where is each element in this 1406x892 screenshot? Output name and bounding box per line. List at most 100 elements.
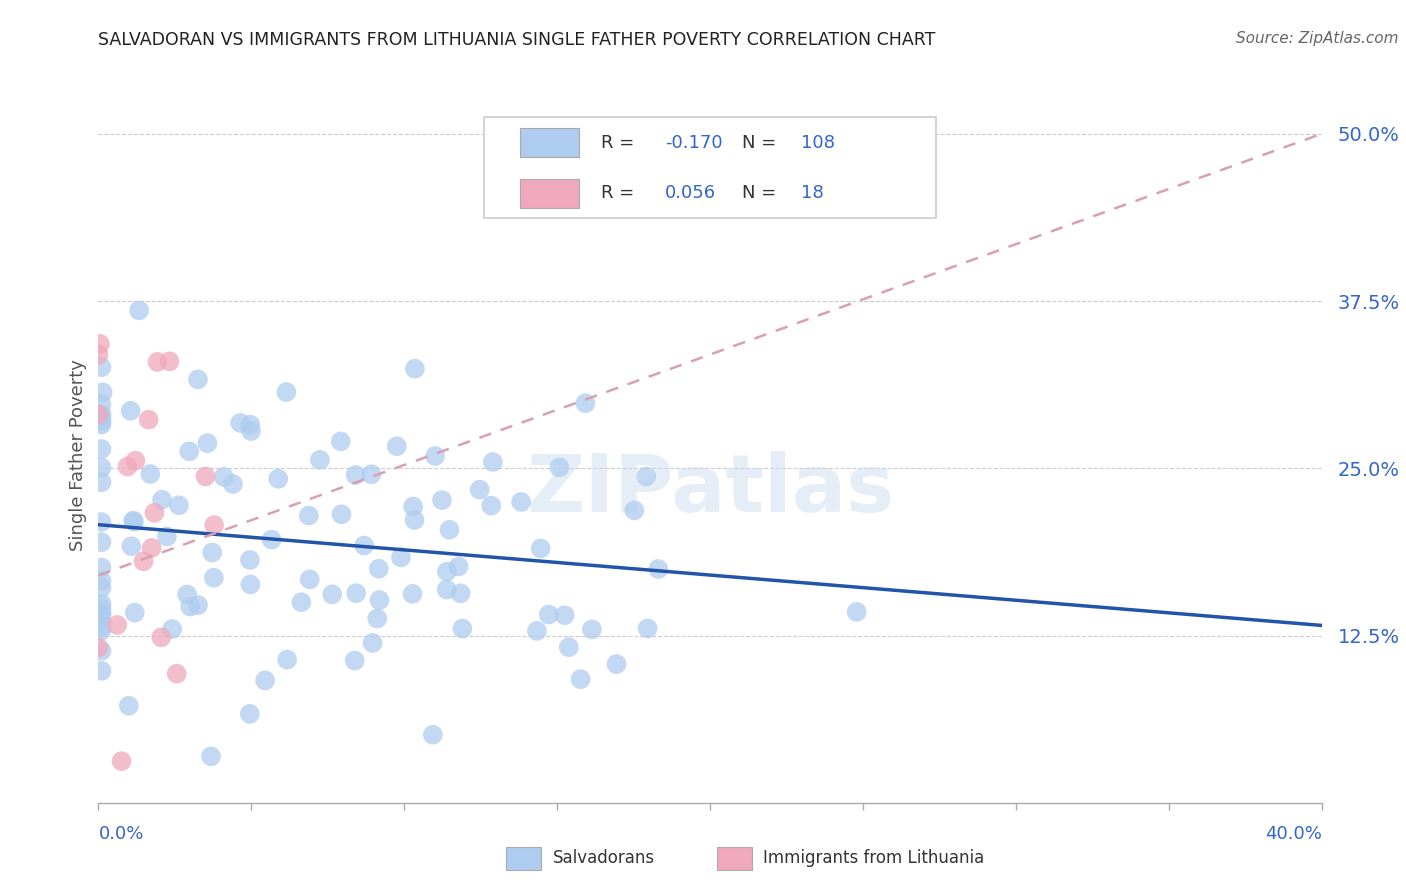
Point [436, 565, 458, 579]
Point [260, 533, 283, 547]
Point [343, 654, 366, 668]
Point [366, 611, 388, 625]
Point [647, 562, 669, 576]
Point [90, 574, 112, 588]
Point [222, 477, 245, 491]
Point [321, 587, 343, 601]
Point [298, 508, 321, 523]
Point [167, 498, 190, 512]
Point [569, 672, 592, 686]
Point [118, 698, 141, 713]
Point [90, 515, 112, 529]
Point [530, 541, 553, 556]
FancyBboxPatch shape [520, 128, 579, 157]
Text: Salvadorans: Salvadorans [553, 849, 655, 867]
Point [150, 630, 173, 644]
Point [548, 460, 571, 475]
Text: SALVADORAN VS IMMIGRANTS FROM LITHUANIA SINGLE FATHER POVERTY CORRELATION CHART: SALVADORAN VS IMMIGRANTS FROM LITHUANIA … [98, 31, 936, 49]
Point [404, 513, 426, 527]
Point [450, 586, 472, 600]
Point [353, 539, 375, 553]
Point [87, 347, 110, 361]
Point [451, 622, 474, 636]
Text: Source: ZipAtlas.com: Source: ZipAtlas.com [1236, 31, 1399, 46]
Point [132, 554, 155, 568]
Point [90, 613, 112, 627]
Point [90, 607, 112, 622]
Point [120, 403, 142, 417]
Point [239, 577, 262, 591]
Point [90, 407, 112, 421]
Point [637, 621, 659, 635]
Point [344, 468, 367, 483]
FancyBboxPatch shape [484, 118, 936, 219]
Point [90, 535, 112, 549]
Point [91, 385, 114, 400]
Point [90, 442, 112, 456]
Point [367, 562, 389, 576]
Point [330, 508, 353, 522]
Text: R =: R = [602, 185, 640, 202]
Point [436, 582, 458, 597]
Point [439, 523, 461, 537]
Point [239, 553, 262, 567]
Point [90, 409, 112, 424]
Point [212, 470, 235, 484]
Y-axis label: Single Father Poverty: Single Father Poverty [69, 359, 87, 551]
Point [202, 518, 225, 533]
Point [90, 644, 112, 658]
Point [120, 539, 142, 553]
Point [166, 666, 188, 681]
Point [90, 607, 112, 621]
Point [90, 581, 112, 595]
Point [623, 503, 645, 517]
Point [479, 499, 502, 513]
Point [558, 640, 581, 655]
Point [87, 407, 110, 421]
Point [146, 355, 169, 369]
Point [344, 586, 367, 600]
Point [537, 607, 560, 622]
Point [105, 618, 128, 632]
Point [229, 416, 252, 430]
Point [90, 417, 112, 432]
Point [197, 436, 219, 450]
Point [117, 459, 139, 474]
Point [90, 624, 112, 638]
Point [267, 472, 290, 486]
Point [581, 623, 603, 637]
Point [239, 706, 262, 721]
Text: Immigrants from Lithuania: Immigrants from Lithuania [763, 849, 984, 867]
Point [240, 424, 263, 438]
Point [89, 337, 111, 351]
Point [402, 500, 425, 514]
Point [128, 303, 150, 318]
Point [90, 398, 112, 412]
Point [239, 417, 262, 432]
Point [404, 361, 426, 376]
Point [361, 636, 384, 650]
FancyBboxPatch shape [520, 178, 579, 208]
Point [90, 475, 112, 490]
Point [276, 385, 298, 400]
Text: N =: N = [742, 185, 782, 202]
Point [150, 492, 173, 507]
Point [200, 749, 222, 764]
Point [636, 469, 658, 483]
Point [156, 529, 179, 543]
Point [124, 454, 146, 468]
Point [90, 560, 112, 574]
Point [90, 597, 112, 611]
Point [574, 396, 596, 410]
Point [176, 587, 198, 601]
Point [138, 412, 160, 426]
Point [90, 360, 112, 375]
Text: 0.0%: 0.0% [98, 825, 143, 843]
Point [90, 460, 112, 475]
Point [110, 754, 132, 768]
Point [141, 541, 163, 555]
Point [90, 664, 112, 678]
Point [122, 515, 145, 529]
Point [510, 495, 533, 509]
Point [202, 571, 225, 585]
